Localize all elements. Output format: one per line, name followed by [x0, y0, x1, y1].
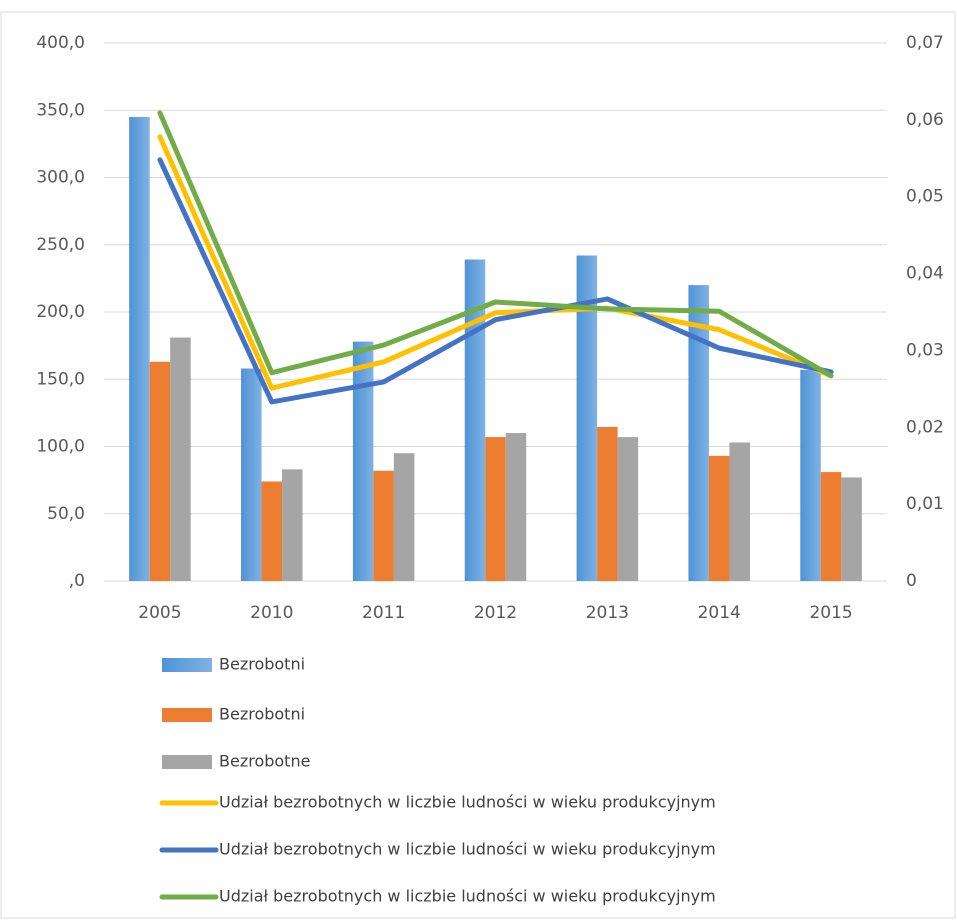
- y2-tick-label: 0,07: [906, 33, 944, 53]
- bar: [841, 477, 862, 581]
- y-tick-label: 350,0: [36, 100, 85, 120]
- legend-swatch: [162, 755, 212, 769]
- y2-tick-label: 0,04: [906, 264, 944, 284]
- legend-label: Udział bezrobotnych w liczbie ludności w…: [219, 887, 716, 906]
- y-tick-label: 300,0: [36, 168, 85, 188]
- x-tick-label: 2005: [138, 603, 181, 623]
- x-tick-label: 2010: [250, 603, 293, 623]
- y2-tick-label: 0,06: [906, 110, 944, 130]
- bar: [261, 481, 283, 581]
- bar: [505, 433, 527, 581]
- bar: [352, 341, 374, 581]
- x-tick-label: 2014: [698, 603, 741, 623]
- bar: [708, 455, 730, 581]
- line-series: [157, 157, 834, 405]
- bar: [464, 259, 486, 581]
- bar: [241, 368, 262, 581]
- bar: [170, 337, 191, 581]
- legend-label: Bezrobotne: [219, 752, 310, 771]
- bar: [373, 470, 394, 581]
- bar: [485, 437, 506, 581]
- legend-label: Bezrobotni: [219, 705, 305, 724]
- bar: [800, 369, 821, 581]
- bar: [393, 453, 415, 581]
- y-tick-label: 100,0: [36, 437, 85, 457]
- y-tick-label: 200,0: [36, 302, 85, 322]
- bar: [149, 361, 171, 581]
- y-tick-label: ,0: [69, 571, 85, 591]
- x-tick-label: 2015: [809, 603, 852, 623]
- x-tick-label: 2011: [362, 603, 405, 623]
- y2-tick-label: 0,05: [906, 187, 944, 207]
- y-tick-label: 150,0: [36, 369, 85, 389]
- x-tick-label: 2012: [474, 603, 517, 623]
- bar: [597, 426, 618, 581]
- x-tick-label: 2013: [586, 603, 629, 623]
- y2-tick-label: 0,01: [906, 494, 944, 514]
- bar: [576, 255, 598, 581]
- bar: [282, 469, 303, 581]
- y2-tick-label: 0: [906, 571, 917, 591]
- bar: [617, 437, 639, 581]
- bar: [129, 116, 150, 581]
- legend-label: Udział bezrobotnych w liczbie ludności w…: [219, 840, 716, 859]
- legend-label: Udział bezrobotnych w liczbie ludności w…: [219, 793, 716, 812]
- bar: [820, 472, 842, 581]
- legend-swatch: [162, 658, 212, 672]
- y-tick-label: 400,0: [36, 33, 85, 53]
- bar: [688, 285, 709, 581]
- bar: [729, 442, 750, 581]
- line-series: [157, 134, 834, 391]
- y2-tick-label: 0,02: [906, 417, 944, 437]
- legend-swatch: [162, 708, 212, 722]
- legend-label: Bezrobotni: [219, 655, 305, 674]
- y-tick-label: 50,0: [47, 504, 85, 524]
- line-series: [157, 110, 834, 379]
- y2-tick-label: 0,03: [906, 340, 944, 360]
- y-tick-label: 250,0: [36, 235, 85, 255]
